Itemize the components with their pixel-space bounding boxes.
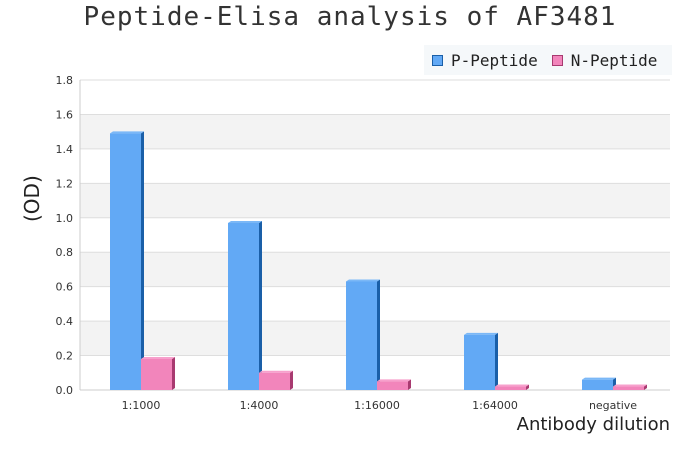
legend-label: N-Peptide bbox=[570, 50, 658, 70]
bar-side bbox=[526, 384, 529, 390]
y-tick-label: 0.6 bbox=[56, 281, 74, 294]
bar-side bbox=[495, 332, 498, 390]
x-tick-label: 1:1000 bbox=[122, 399, 161, 412]
bar-p-peptide-1:16000 bbox=[346, 281, 377, 390]
y-tick-label: 0.0 bbox=[56, 384, 74, 397]
bar-side bbox=[408, 379, 411, 390]
bar-p-peptide-1:64000 bbox=[464, 334, 495, 390]
bar-top bbox=[495, 384, 529, 387]
y-tick-label: 1.4 bbox=[56, 143, 74, 156]
grid-band bbox=[80, 183, 670, 218]
legend: P-Peptide N-Peptide bbox=[424, 45, 672, 75]
bar-top bbox=[613, 384, 647, 387]
legend-swatch-p-peptide bbox=[432, 54, 443, 66]
bar-top bbox=[346, 279, 380, 282]
x-tick-label: negative bbox=[589, 399, 637, 412]
x-tick-label: 1:64000 bbox=[472, 399, 518, 412]
bar-n-peptide-negative bbox=[613, 386, 644, 390]
bar-side bbox=[259, 220, 262, 390]
bar-n-peptide-1:1000 bbox=[141, 359, 172, 390]
bar-top bbox=[141, 357, 175, 359]
legend-item-n-peptide: N-Peptide bbox=[551, 50, 658, 70]
bar-n-peptide-1:4000 bbox=[259, 372, 290, 390]
bar-side bbox=[290, 370, 293, 390]
bar-top bbox=[464, 332, 498, 335]
chart-title: Peptide-Elisa analysis of AF3481 bbox=[83, 2, 617, 32]
y-tick-label: 1.8 bbox=[56, 74, 74, 87]
bar-side bbox=[172, 357, 175, 390]
bar-n-peptide-1:16000 bbox=[377, 381, 408, 390]
bar-top bbox=[259, 370, 293, 373]
bar-top bbox=[110, 131, 144, 134]
bar-p-peptide-1:4000 bbox=[228, 222, 259, 390]
x-axis-label: Antibody dilution bbox=[516, 414, 670, 435]
bar-side bbox=[377, 279, 380, 390]
y-tick-label: 1.0 bbox=[56, 212, 74, 225]
y-tick-label: 0.2 bbox=[56, 350, 74, 363]
bar-p-peptide-1:1000 bbox=[110, 133, 141, 390]
y-tick-label: 0.4 bbox=[56, 315, 74, 328]
bar-top bbox=[228, 220, 262, 223]
legend-label: P-Peptide bbox=[451, 50, 538, 70]
bar-n-peptide-1:64000 bbox=[495, 386, 526, 390]
y-axis-label: (OD) bbox=[20, 175, 44, 222]
legend-swatch-n-peptide bbox=[551, 54, 563, 66]
x-tick-label: 1:4000 bbox=[240, 399, 279, 412]
bar-side bbox=[644, 384, 647, 390]
grid-band bbox=[80, 114, 670, 149]
y-tick-label: 1.6 bbox=[56, 108, 74, 121]
x-tick-label: 1:16000 bbox=[354, 399, 400, 412]
y-tick-label: 0.8 bbox=[56, 246, 74, 259]
bar-p-peptide-negative bbox=[582, 379, 613, 390]
y-tick-label: 1.2 bbox=[56, 177, 74, 190]
bar-side bbox=[141, 131, 144, 390]
bar-top bbox=[377, 379, 411, 382]
legend-item-p-peptide: P-Peptide bbox=[432, 51, 538, 70]
bar-top bbox=[582, 377, 616, 380]
